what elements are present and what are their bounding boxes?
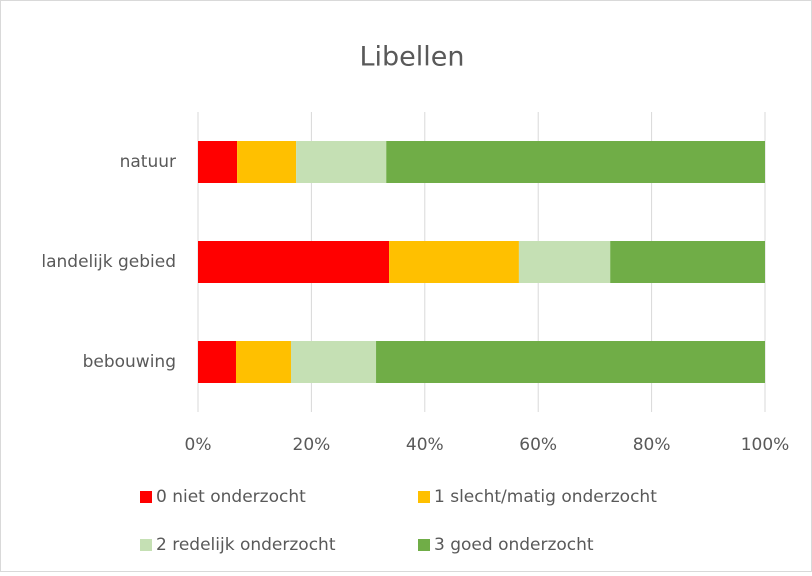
x-tick-label: 80% <box>633 435 671 455</box>
bar-segment <box>386 141 765 183</box>
y-tick-label: landelijk gebied <box>41 252 176 272</box>
legend-label: 0 niet onderzocht <box>156 487 306 507</box>
x-tick-label: 100% <box>741 435 790 455</box>
x-tick-label: 60% <box>519 435 557 455</box>
bar-segment <box>376 341 765 383</box>
legend-swatch <box>418 539 430 551</box>
bar-segment <box>389 241 519 283</box>
legend-label: 3 goed onderzocht <box>434 535 594 555</box>
legend-label: 2 redelijk onderzocht <box>156 535 336 555</box>
y-tick-label: natuur <box>120 152 176 172</box>
bar-segment <box>518 241 611 283</box>
legend-swatch <box>140 539 152 551</box>
x-tick-label: 20% <box>293 435 331 455</box>
y-tick-label: bebouwing <box>83 352 176 372</box>
legend-label: 1 slecht/matig onderzocht <box>434 487 657 507</box>
chart-title: Libellen <box>359 42 464 73</box>
bar-segment <box>198 141 238 183</box>
bar-segment <box>237 141 297 183</box>
bar-segment <box>290 341 377 383</box>
bar-segment <box>198 341 236 383</box>
bar-segment <box>296 141 387 183</box>
bar-segment <box>198 241 390 283</box>
x-tick-label: 40% <box>406 435 444 455</box>
legend-swatch <box>140 491 152 503</box>
bar-segment <box>235 341 291 383</box>
legend-swatch <box>418 491 430 503</box>
x-tick-label: 0% <box>185 435 212 455</box>
bar-segment <box>610 241 765 283</box>
